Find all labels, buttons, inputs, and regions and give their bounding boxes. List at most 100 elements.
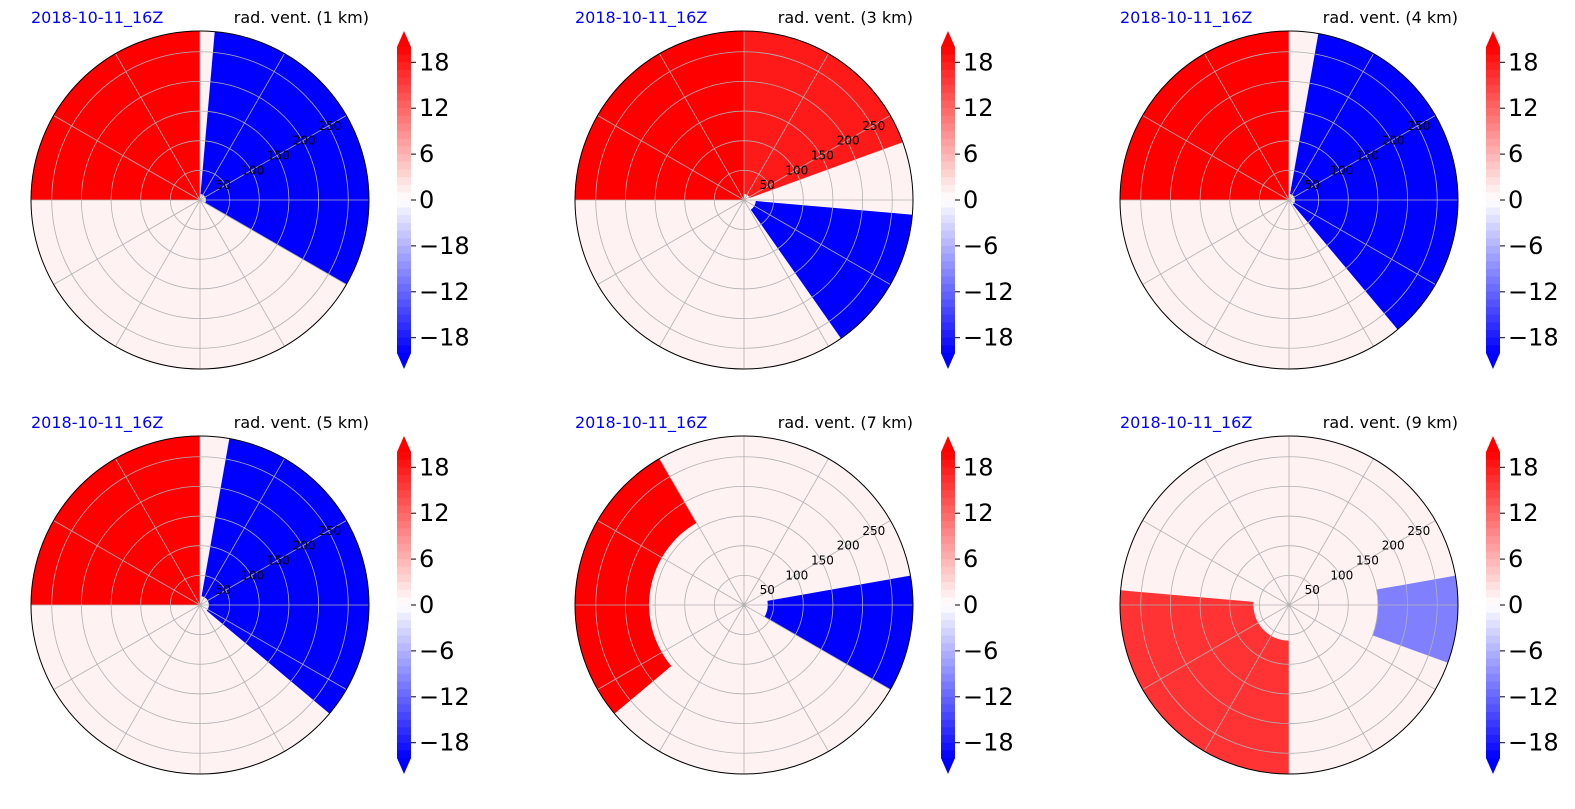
colorbar: 18 12 6 0 −6 −12 −18 bbox=[1486, 436, 1559, 774]
colorbar-band bbox=[397, 582, 411, 591]
colorbar-band bbox=[941, 131, 955, 140]
colorbar-tick-label: 18 bbox=[963, 48, 994, 76]
colorbar-band bbox=[941, 62, 955, 71]
colorbar-band bbox=[1486, 177, 1500, 186]
colorbar-tick-label: −12 bbox=[1508, 683, 1559, 711]
colorbar-band bbox=[397, 719, 411, 728]
range-label: 250 bbox=[318, 524, 341, 538]
range-label: 50 bbox=[760, 583, 775, 597]
colorbar-band bbox=[1486, 635, 1500, 644]
colorbar-band bbox=[397, 735, 411, 744]
colorbar-band bbox=[397, 689, 411, 698]
colorbar-band bbox=[397, 177, 411, 186]
range-label: 200 bbox=[837, 134, 860, 148]
colorbar-band bbox=[1486, 673, 1500, 682]
colorbar-band bbox=[1486, 696, 1500, 705]
colorbar-band bbox=[1486, 597, 1500, 606]
azimuth-spoke bbox=[743, 115, 891, 201]
colorbar-band bbox=[941, 284, 955, 293]
colorbar-band bbox=[1486, 528, 1500, 537]
colorbar-band bbox=[941, 605, 955, 614]
colorbar-band bbox=[1486, 345, 1500, 354]
colorbar-band bbox=[397, 230, 411, 239]
azimuth-spoke bbox=[53, 199, 201, 285]
colorbar-band bbox=[941, 276, 955, 285]
colorbar-band bbox=[397, 138, 411, 147]
region-south bbox=[31, 200, 309, 369]
velocity-field bbox=[1120, 31, 1458, 369]
colorbar-band bbox=[397, 330, 411, 339]
colorbar-band bbox=[941, 551, 955, 560]
colorbar-band bbox=[941, 559, 955, 568]
range-label: 50 bbox=[216, 178, 231, 192]
colorbar-band bbox=[397, 115, 411, 124]
colorbar-band bbox=[941, 597, 955, 606]
colorbar-tick-label: 6 bbox=[1508, 140, 1523, 168]
colorbar-band bbox=[941, 582, 955, 591]
colorbar-extend-min bbox=[1486, 353, 1500, 369]
colorbar-band bbox=[1486, 92, 1500, 102]
plot-outline bbox=[30, 435, 370, 775]
range-label: 200 bbox=[293, 134, 316, 148]
colorbar-band bbox=[1486, 131, 1500, 140]
colorbar-tick-label: 12 bbox=[963, 499, 994, 527]
colorbar-band bbox=[941, 154, 955, 163]
colorbar-band bbox=[941, 574, 955, 583]
colorbar-band bbox=[397, 497, 411, 507]
polar-grid bbox=[1120, 31, 1458, 369]
colorbar-band bbox=[941, 452, 955, 461]
polar-grid bbox=[31, 31, 369, 369]
colorbar-band bbox=[941, 513, 955, 522]
colorbar-band bbox=[941, 589, 955, 598]
colorbar-tick-label: 6 bbox=[419, 545, 434, 573]
colorbar-band bbox=[1486, 238, 1500, 247]
colorbar-band bbox=[1486, 559, 1500, 568]
plot-outline bbox=[1119, 30, 1459, 370]
colorbar-band bbox=[1486, 161, 1500, 170]
colorbar-band bbox=[941, 299, 955, 308]
range-label: 50 bbox=[216, 583, 231, 597]
colorbar-band bbox=[397, 551, 411, 560]
colorbar-band bbox=[397, 291, 411, 300]
range-label: 100 bbox=[785, 568, 808, 582]
colorbar-band bbox=[397, 574, 411, 583]
colorbar: 18 12 6 0 −6 −12 −18 bbox=[397, 436, 470, 774]
panel-title: rad. vent. (7 km) bbox=[778, 413, 913, 432]
colorbar-band bbox=[397, 627, 411, 637]
colorbar-tick-label: −6 bbox=[963, 637, 998, 665]
colorbar-band bbox=[1486, 77, 1500, 86]
colorbar-band bbox=[941, 505, 955, 514]
colorbar-band bbox=[1486, 261, 1500, 270]
colorbar: 18 12 6 0 −6 −12 −18 bbox=[1486, 31, 1559, 369]
colorbar-band bbox=[941, 253, 955, 262]
range-label: 150 bbox=[1356, 149, 1379, 163]
azimuth-spoke bbox=[743, 458, 829, 606]
colorbar-band bbox=[1486, 276, 1500, 285]
range-label: 250 bbox=[318, 119, 341, 133]
azimuth-spoke bbox=[1288, 604, 1436, 690]
colorbar-band bbox=[1486, 513, 1500, 522]
azimuth-spoke bbox=[1204, 604, 1290, 752]
azimuth-spoke bbox=[1204, 53, 1290, 201]
colorbar-band bbox=[397, 108, 411, 117]
colorbar-band bbox=[1486, 627, 1500, 637]
range-label: 200 bbox=[293, 539, 316, 553]
polar-grid bbox=[575, 436, 913, 774]
polar-grid bbox=[575, 31, 913, 369]
colorbar-band bbox=[1486, 337, 1500, 346]
colorbar-tick-label: 0 bbox=[1508, 591, 1523, 619]
colorbar-tick-label: 0 bbox=[419, 186, 434, 214]
colorbar-band bbox=[1486, 719, 1500, 728]
date-label: 2018-10-11_16Z bbox=[31, 8, 163, 28]
colorbar-band bbox=[941, 543, 955, 552]
colorbar-extend-max bbox=[1486, 31, 1500, 47]
colorbar-band bbox=[1486, 742, 1500, 751]
colorbar-band bbox=[397, 536, 411, 545]
colorbar-band bbox=[941, 467, 955, 476]
colorbar-band bbox=[941, 459, 955, 468]
colorbar-band bbox=[397, 658, 411, 667]
colorbar-band bbox=[397, 200, 411, 209]
plot-outline bbox=[1119, 435, 1459, 775]
range-label: 150 bbox=[1356, 554, 1379, 568]
